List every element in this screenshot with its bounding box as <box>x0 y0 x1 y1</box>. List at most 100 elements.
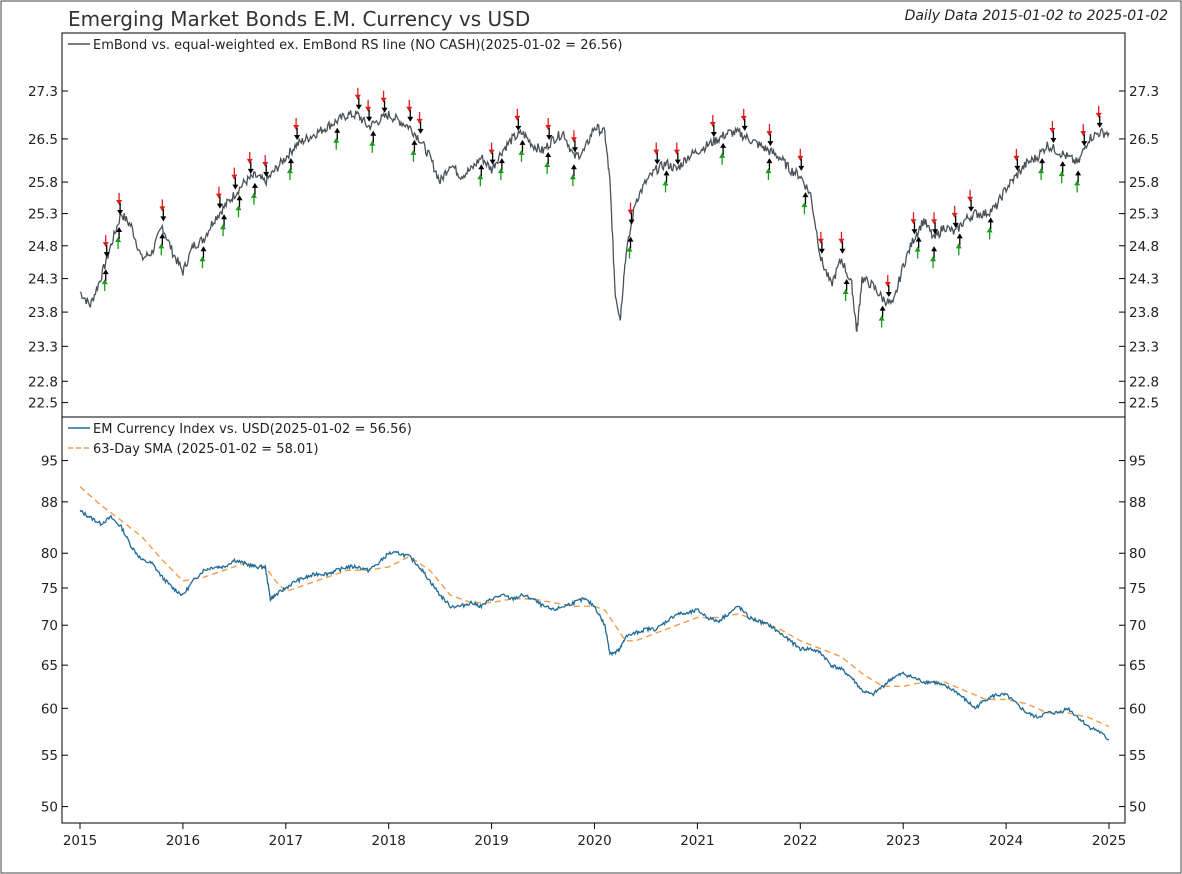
buy-arrow-black-5-head <box>236 195 243 201</box>
sell-arrow-black-21 <box>741 118 748 131</box>
buy-arrow-19-head <box>765 168 772 174</box>
sell-arrow-black-28-head <box>932 229 939 235</box>
buy-arrow-black-2-head <box>159 233 166 239</box>
buy-arrow-black-3-head <box>200 246 207 252</box>
legend-label-sma: 63-Day SMA (2025-01-02 = 58.01) <box>93 442 319 457</box>
buy-arrow-18 <box>719 152 726 165</box>
sell-arrow-black-7 <box>294 128 301 141</box>
sell-arrow-black-5 <box>247 161 254 174</box>
sell-arrow-16 <box>570 130 577 143</box>
sell-arrow-21 <box>740 108 747 121</box>
buy-arrow-black-9-head <box>370 130 377 136</box>
buy-arrow-5-head <box>235 205 242 211</box>
xtick-label-7: 2022 <box>783 833 817 849</box>
sell-arrow-black-20 <box>710 124 717 137</box>
buy-arrow-black-8 <box>334 127 341 140</box>
sell-arrow-21-head <box>740 115 747 121</box>
sell-arrow-black-16-head <box>571 147 578 153</box>
top-ytick-right-label-3: 25.3 <box>1129 207 1159 223</box>
buy-arrow-27 <box>1038 168 1045 181</box>
sell-arrow-black-17 <box>628 212 635 225</box>
sell-arrow-17 <box>627 202 634 215</box>
sell-arrow-black-16 <box>571 140 578 153</box>
buy-arrow-20 <box>801 202 808 215</box>
sell-arrow-black-14 <box>515 118 522 131</box>
buy-arrow-black-10-head <box>411 139 418 145</box>
xtick-label-9: 2024 <box>989 833 1023 849</box>
sell-arrow-0 <box>102 235 109 248</box>
buy-arrow-black-17-head <box>663 170 670 176</box>
sell-arrow-16-head <box>570 137 577 143</box>
buy-arrow-black-26-head <box>987 217 994 223</box>
xtick-label-1: 2016 <box>166 833 200 849</box>
buy-arrow-3 <box>199 256 206 269</box>
legend-bottom: EM Currency Index vs. USD(2025-01-02 = 5… <box>68 422 412 457</box>
sell-arrow-20-head <box>709 121 716 127</box>
sell-arrow-black-6-head <box>263 172 270 178</box>
buy-arrow-16 <box>626 246 633 259</box>
sell-arrow-4-head <box>231 174 238 180</box>
sell-arrow-6 <box>262 155 269 168</box>
buy-arrow-black-9 <box>370 130 377 143</box>
sell-arrow-black-34 <box>1096 115 1103 128</box>
sell-arrow-5 <box>246 151 253 164</box>
buy-arrow-5 <box>235 205 242 218</box>
buy-arrow-15-head <box>569 174 576 180</box>
buy-arrow-black-0 <box>102 269 109 282</box>
bottom-ytick-left-label-0: 95 <box>41 454 58 470</box>
sell-arrow-black-8-head <box>355 104 362 110</box>
top-ytick-left-label-6: 23.8 <box>28 305 58 321</box>
sell-arrow-black-26-head <box>885 291 892 297</box>
signal-arrows <box>101 87 1103 328</box>
sell-arrow-black-23 <box>798 158 805 171</box>
bottom-ytick-right-label-7: 55 <box>1129 748 1146 764</box>
buy-arrow-black-10 <box>411 139 418 152</box>
buy-arrow-6 <box>250 192 257 205</box>
sell-arrow-31-head <box>1013 155 1020 161</box>
xtick-label-3: 2018 <box>372 833 406 849</box>
sell-arrow-black-3-head <box>216 203 223 209</box>
buy-arrow-24 <box>930 256 937 269</box>
sell-arrow-7 <box>293 118 300 131</box>
sell-arrow-black-13-head <box>489 159 496 165</box>
buy-arrow-14 <box>544 162 551 175</box>
sell-arrow-2 <box>159 199 166 212</box>
sell-arrow-23-head <box>797 155 804 161</box>
sell-arrow-18-head <box>653 149 660 155</box>
buy-arrow-1 <box>115 236 122 249</box>
sell-arrow-black-4 <box>232 177 239 190</box>
buy-arrow-black-29 <box>1075 170 1082 183</box>
sell-arrow-black-33-head <box>1081 141 1088 147</box>
sell-arrow-black-17-head <box>628 219 635 225</box>
buy-arrow-black-1-head <box>116 226 123 232</box>
sell-arrow-3 <box>215 186 222 199</box>
buy-arrow-29 <box>1074 180 1081 193</box>
buy-arrow-black-15-head <box>570 164 577 170</box>
sell-arrow-black-2-head <box>160 216 167 222</box>
sell-arrow-black-6 <box>263 165 270 178</box>
buy-arrow-black-26 <box>987 217 994 230</box>
sell-arrow-black-14-head <box>515 125 522 131</box>
sell-arrow-30-head <box>967 196 974 202</box>
buy-arrow-black-24 <box>931 246 938 259</box>
sell-arrow-black-5-head <box>247 168 254 174</box>
sell-arrow-black-15 <box>546 128 553 141</box>
sell-arrow-0-head <box>102 242 109 248</box>
buy-arrow-black-25-head <box>956 233 963 239</box>
buy-arrow-28-head <box>1058 171 1065 177</box>
sell-arrow-black-33 <box>1081 134 1088 147</box>
buy-arrow-23 <box>914 246 921 259</box>
buy-arrow-black-4-head <box>221 214 228 220</box>
xtick-label-6: 2021 <box>680 833 714 849</box>
buy-arrow-black-25 <box>956 233 963 246</box>
buy-arrow-black-8-head <box>334 127 341 133</box>
top-ytick-left-label-2: 25.8 <box>28 175 58 191</box>
legend-label-em-currency: EM Currency Index vs. USD(2025-01-02 = 5… <box>93 422 412 437</box>
bottom-ytick-left-label-6: 60 <box>41 701 58 717</box>
top-ytick-left-label-5: 24.3 <box>28 272 58 288</box>
buy-arrow-black-14 <box>545 152 552 165</box>
buy-arrow-black-12 <box>498 158 505 171</box>
buy-arrow-4 <box>220 224 227 237</box>
